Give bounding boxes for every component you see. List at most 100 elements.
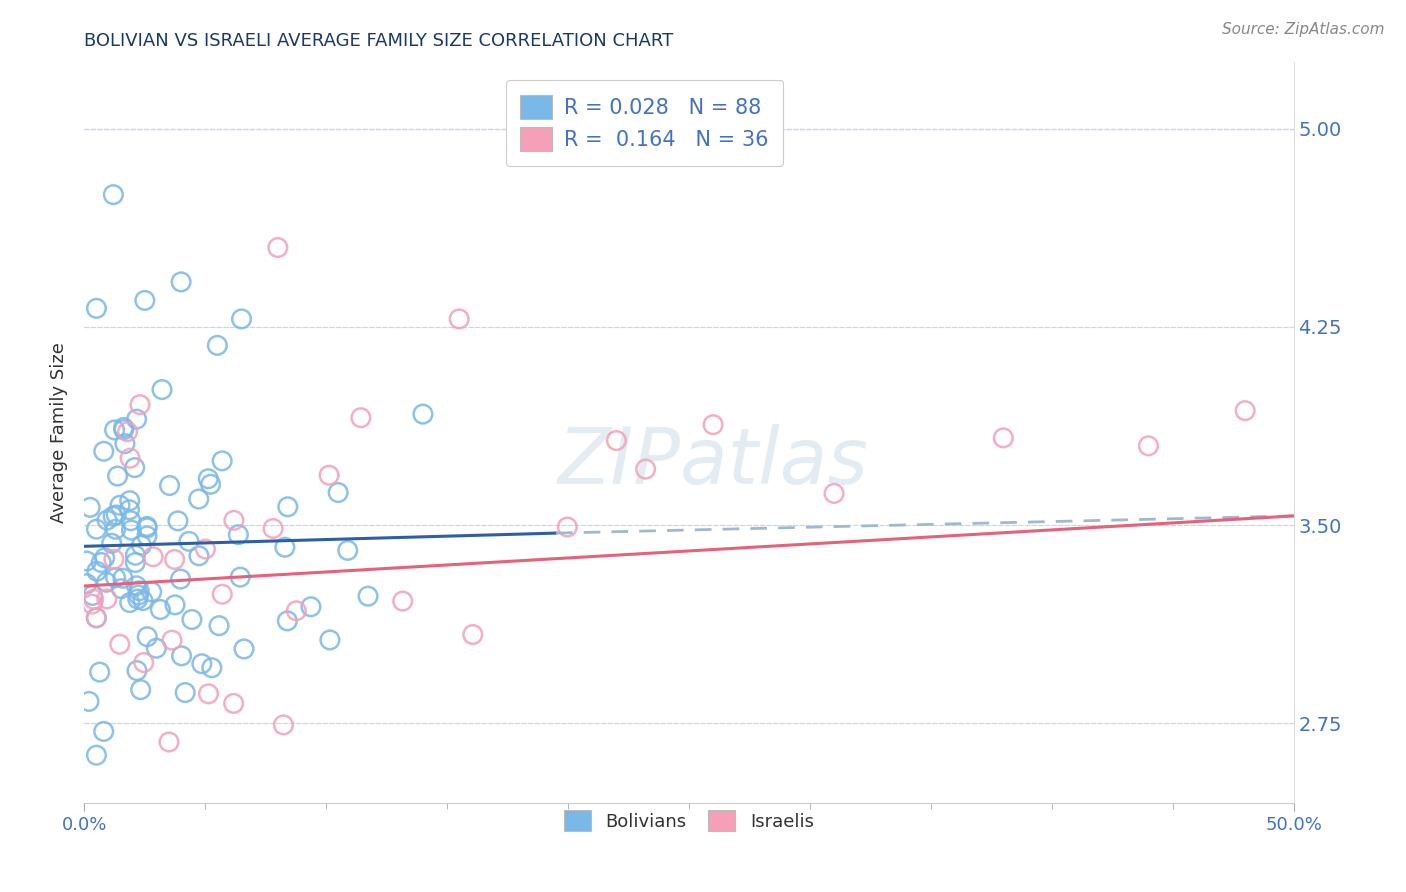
Point [318,468,340,483]
Point [128,583,150,598]
Point [163,552,186,566]
Point [135,519,157,533]
Point [79,500,101,515]
Point [118,502,141,516]
Point [229,570,252,584]
Point [111,571,134,585]
Point [89,665,111,679]
Point [136,529,159,543]
Point [86,564,108,578]
Point [177,534,200,549]
Point [222,697,245,711]
Point [1137,439,1160,453]
Point [93,724,115,739]
Point [82,589,104,603]
Point [823,486,845,500]
Point [207,338,229,352]
Point [101,509,124,524]
Point [127,588,149,602]
Point [319,632,342,647]
Point [100,536,122,550]
Point [132,593,155,607]
Point [86,522,108,536]
Point [605,434,627,448]
Point [277,500,299,514]
Point [136,521,159,535]
Point [169,572,191,586]
Y-axis label: Average Family Size: Average Family Size [49,343,67,523]
Point [118,493,141,508]
Text: BOLIVIAN VS ISRAELI AVERAGE FAMILY SIZE CORRELATION CHART: BOLIVIAN VS ISRAELI AVERAGE FAMILY SIZE … [84,32,673,50]
Point [200,477,222,491]
Point [124,460,146,475]
Point [391,594,413,608]
Point [110,582,132,596]
Point [131,538,153,552]
Point [107,469,129,483]
Point [96,575,118,590]
Point [105,508,128,522]
Point [90,556,112,570]
Point [197,472,219,486]
Point [201,661,224,675]
Point [262,521,284,535]
Point [197,687,219,701]
Point [141,584,163,599]
Point [180,613,202,627]
Point [211,454,233,468]
Point [187,491,209,506]
Point [194,542,217,557]
Point [108,637,131,651]
Point [157,735,180,749]
Point [76,576,98,591]
Point [170,275,193,289]
Point [357,589,380,603]
Point [83,592,105,607]
Point [124,556,146,570]
Point [149,602,172,616]
Point [86,611,108,625]
Point [228,527,250,541]
Point [412,407,434,421]
Point [125,664,148,678]
Point [557,520,579,534]
Text: ZIPatlas: ZIPatlas [558,425,869,500]
Point [104,571,127,585]
Point [84,611,107,625]
Point [112,423,135,437]
Point [188,549,211,563]
Point [120,523,142,537]
Point [267,240,290,255]
Point [233,642,256,657]
Point [125,579,148,593]
Point [129,398,152,412]
Point [134,293,156,308]
Point [104,522,127,536]
Point [124,548,146,562]
Point [461,627,484,641]
Point [127,592,149,607]
Point [449,312,471,326]
Point [118,596,141,610]
Point [273,718,295,732]
Point [86,748,108,763]
Point [336,543,359,558]
Point [150,383,173,397]
Point [1234,403,1257,417]
Point [132,656,155,670]
Point [125,412,148,426]
Point [96,591,118,606]
Point [117,425,139,439]
Point [163,598,186,612]
Point [136,630,159,644]
Point [103,552,125,566]
Point [93,550,115,565]
Point [231,312,253,326]
Point [274,540,297,554]
Point [145,641,167,656]
Point [191,657,214,671]
Point [76,554,98,568]
Point [285,604,308,618]
Point [634,462,657,476]
Point [142,549,165,564]
